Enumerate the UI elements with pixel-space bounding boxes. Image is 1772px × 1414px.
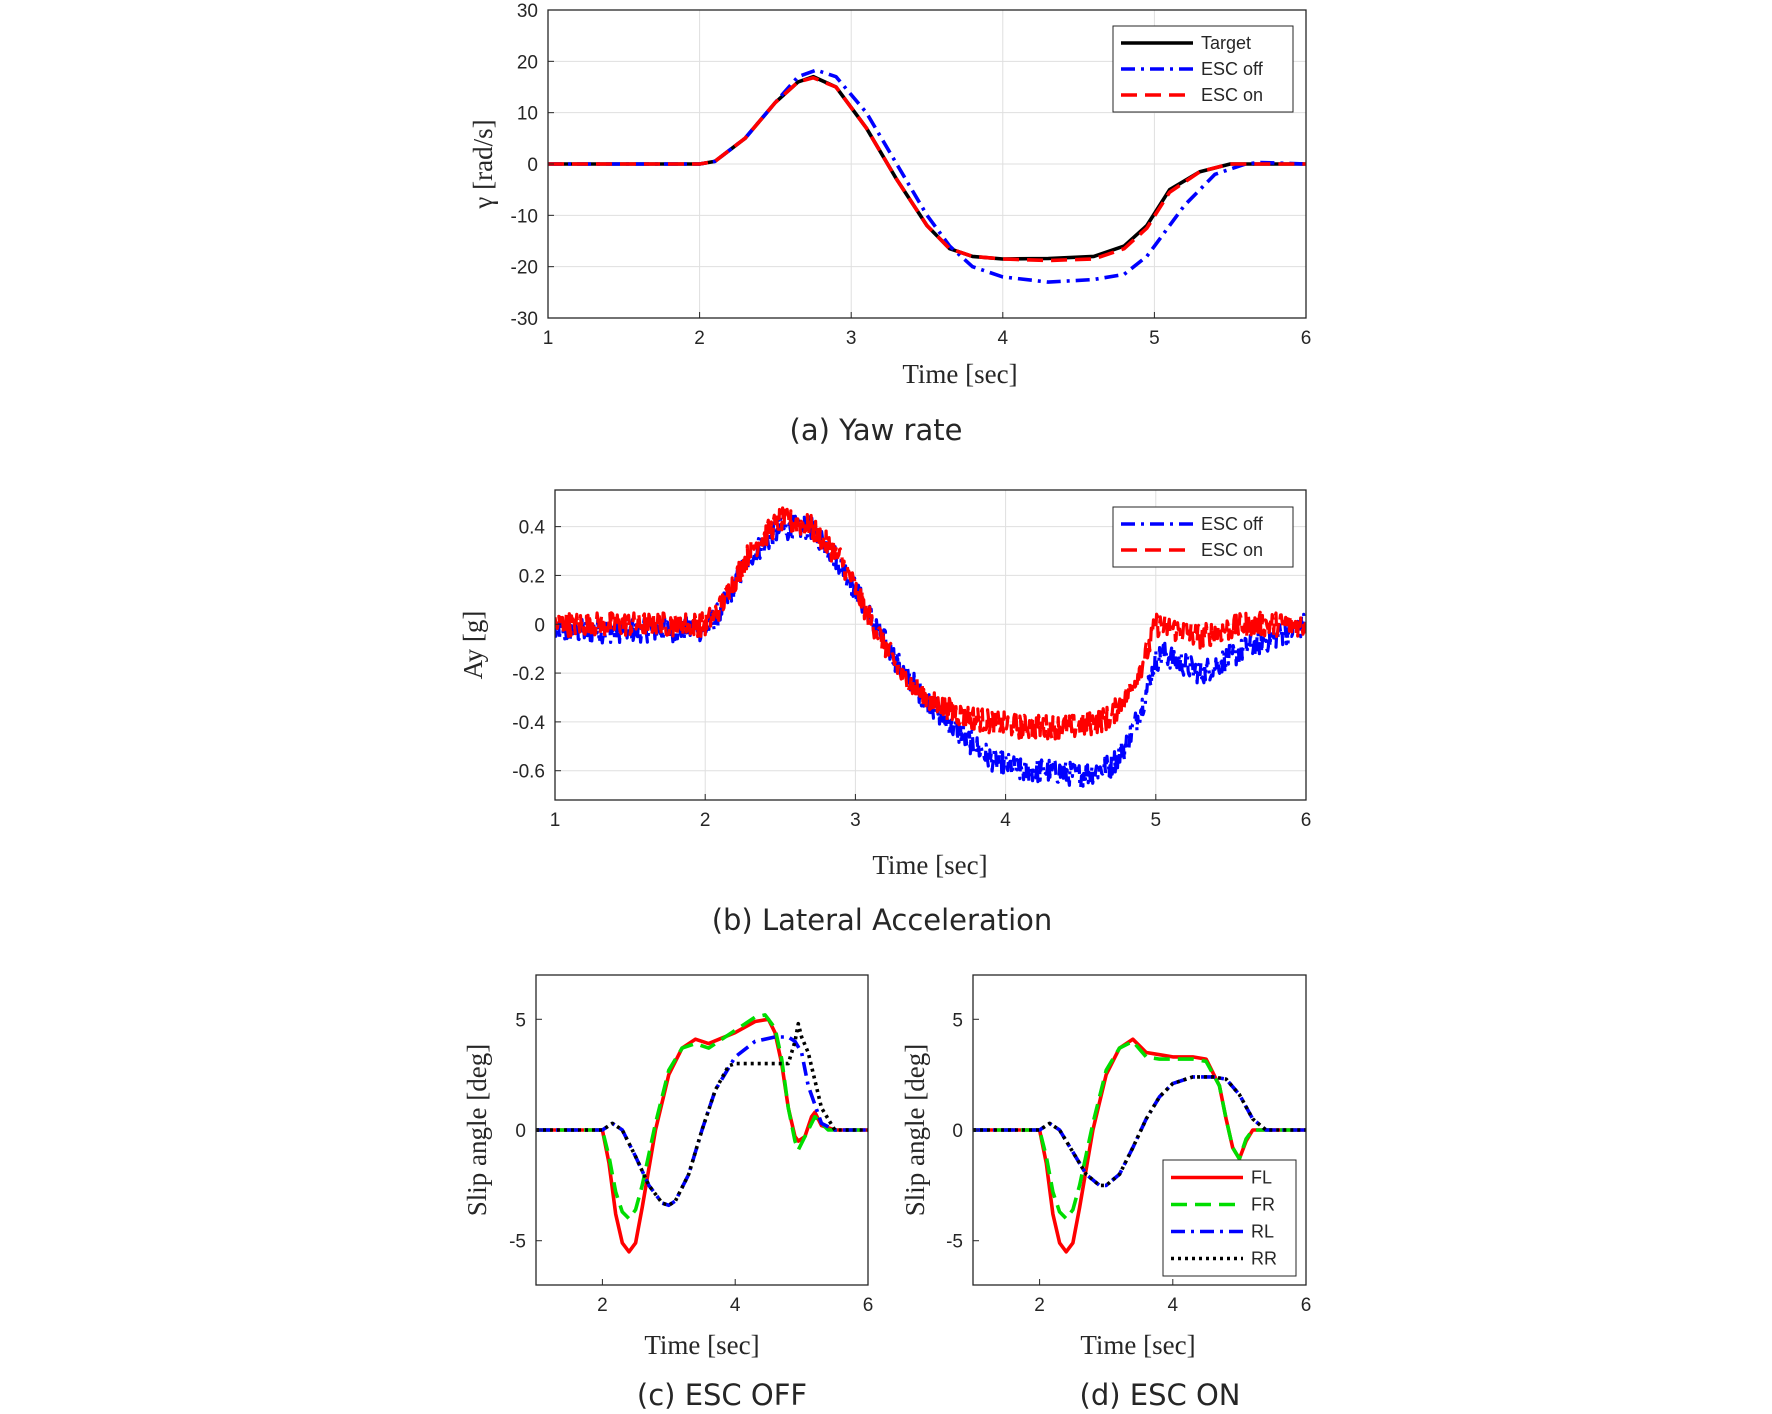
legend-entry: FR [1251, 1195, 1275, 1215]
series-line-esc-on [555, 506, 1306, 741]
y-tick-label: -0.4 [512, 713, 545, 734]
series-line-fr [536, 1013, 868, 1221]
legend-entry: ESC on [1201, 540, 1263, 560]
x-tick-label: 6 [863, 1295, 874, 1316]
y-tick-label: 30 [517, 1, 538, 22]
y-tick-label: 0.2 [519, 566, 545, 587]
x-tick-label: 4 [730, 1295, 741, 1316]
x-axis-label: Time [sec] [872, 850, 987, 880]
y-axis-label: Slip angle [deg] [900, 1044, 930, 1216]
x-axis-label: Time [sec] [644, 1330, 759, 1360]
x-tick-label: 3 [846, 328, 857, 349]
x-tick-label: 3 [850, 810, 861, 831]
y-tick-label: 10 [517, 104, 538, 125]
y-tick-label: 0 [527, 155, 538, 176]
y-tick-label: -5 [946, 1232, 963, 1253]
y-tick-label: 0.4 [519, 518, 546, 539]
plot-frame [554, 489, 1307, 801]
series-line-rl [536, 1035, 868, 1208]
x-tick-label: 5 [1151, 810, 1162, 831]
x-tick-label: 2 [700, 810, 711, 831]
y-tick-label: 0 [534, 615, 545, 636]
legend-entry: ESC on [1201, 85, 1263, 105]
legend-entry: ESC off [1201, 514, 1264, 534]
y-tick-label: -0.6 [512, 762, 545, 783]
panel-caption: (b) Lateral Acceleration [712, 903, 1053, 937]
series-line-fr [973, 1039, 1306, 1221]
legend-entry: ESC off [1201, 59, 1264, 79]
series-line-fl [536, 1017, 868, 1254]
x-tick-label: 4 [1000, 810, 1011, 831]
legend-entry: Target [1201, 33, 1251, 53]
x-tick-label: 2 [1034, 1295, 1045, 1316]
legend-entry: RL [1251, 1222, 1274, 1242]
x-tick-label: 5 [1149, 328, 1160, 349]
chart-2: 2 4 6 -5 0 5 Time [sec] Slip angle [deg] (c) ESC… [462, 974, 874, 1412]
chart-1: 1 2 3 4 5 6 -0.6 -0.4 -0.2 0 0.2 0.4 Time [sec] Ay [g… [458, 489, 1312, 937]
legend-entry: FL [1251, 1168, 1272, 1188]
series-line-rr [973, 1075, 1306, 1188]
y-tick-label: -20 [511, 258, 538, 279]
y-tick-label: 0 [952, 1121, 963, 1142]
y-axis-label: γ [rad/s] [468, 119, 498, 209]
x-tick-label: 2 [694, 328, 705, 349]
y-tick-label: 5 [515, 1010, 526, 1031]
y-tick-label: -10 [511, 206, 538, 227]
series-line-rr [536, 1021, 868, 1208]
x-tick-label: 6 [1301, 810, 1312, 831]
legend-box [1112, 506, 1294, 568]
legend: ESC off ESC on [1112, 506, 1294, 568]
legend-box [1162, 1159, 1297, 1277]
chart-3: 2 4 6 -5 0 5 Time [sec] Slip angle [deg] (d) ESC… [900, 974, 1312, 1412]
y-tick-label: 5 [952, 1010, 963, 1031]
y-tick-label: -30 [511, 309, 538, 330]
y-axis-label: Ay [g] [458, 611, 488, 680]
y-tick-label: 0 [515, 1121, 526, 1142]
y-tick-label: 20 [517, 52, 538, 73]
x-tick-label: 2 [597, 1295, 608, 1316]
legend-entry: RR [1251, 1249, 1277, 1269]
x-tick-label: 6 [1301, 328, 1312, 349]
panel-caption: (a) Yaw rate [790, 413, 963, 447]
x-tick-label: 4 [1168, 1295, 1179, 1316]
x-axis-label: Time [sec] [1080, 1330, 1195, 1360]
x-tick-label: 4 [998, 328, 1009, 349]
panel-caption: (d) ESC ON [1080, 1378, 1241, 1412]
panel-caption: (c) ESC OFF [637, 1378, 807, 1412]
y-axis-label: Slip angle [deg] [462, 1044, 492, 1216]
y-tick-label: -5 [509, 1232, 526, 1253]
x-axis-label: Time [sec] [902, 359, 1017, 389]
x-tick-label: 1 [543, 328, 554, 349]
x-tick-label: 1 [550, 810, 561, 831]
legend: Target ESC off ESC on [1112, 25, 1294, 113]
chart-0: 1 2 3 4 5 6 -30 -20 -10 0 10 20 30 Time [sec] γ [rad/s… [468, 1, 1311, 447]
x-tick-label: 6 [1301, 1295, 1312, 1316]
legend: FL FR RL RR [1162, 1159, 1297, 1277]
y-tick-label: -0.2 [512, 664, 545, 685]
